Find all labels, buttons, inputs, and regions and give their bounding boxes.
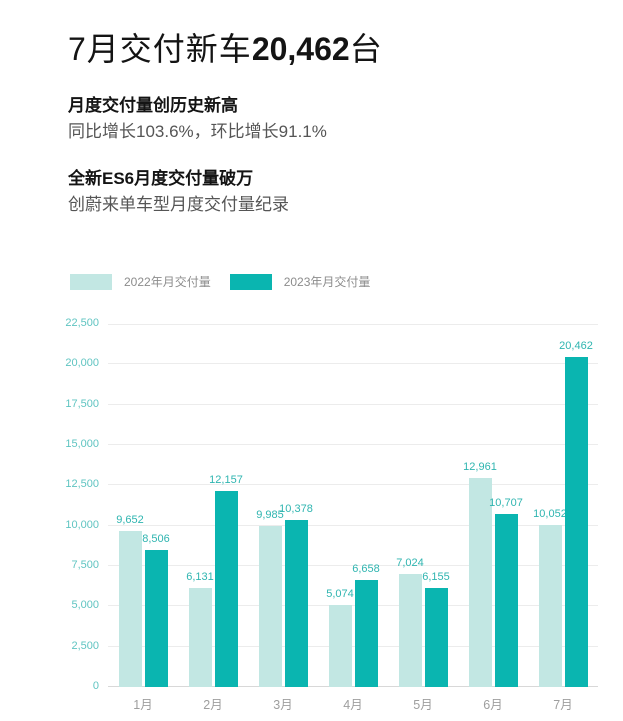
x-axis-label-3月: 3月: [273, 698, 293, 712]
bar-2023年月交付量-4月: 6,658: [352, 563, 380, 687]
bar-2022年月交付量-7月: 10,052: [533, 508, 567, 687]
highlight-heading-record: 月度交付量创历史新高: [68, 96, 238, 115]
gridline-20,000: [108, 363, 598, 365]
y-axis-label-7,500: 7,500: [71, 559, 99, 571]
bar-value-label-5月-2023年月交付量: 6,155: [422, 570, 450, 583]
gridline-2,500: [108, 645, 598, 647]
gridline-12,500: [108, 484, 598, 486]
y-axis-label-0: 0: [92, 680, 99, 692]
bar-value-label-7月-2022年月交付量: 10,052: [533, 507, 567, 520]
highlight-body-growth: 同比增长103.6%，环比增长91.1%: [68, 122, 327, 141]
highlight-body-es6-record: 创蔚来单车型月度交付量纪录: [68, 195, 289, 214]
bar-value-label-7月-2023年月交付量: 20,462: [559, 339, 593, 352]
legend-swatch-2023: [229, 273, 272, 290]
month-group-4月: 5,074 6,658 4月: [318, 324, 388, 712]
y-axis-label-22,500: 22,500: [65, 317, 99, 329]
month-group-5月: 7,024 6,155 5月: [388, 324, 458, 712]
legend: 2022年月交付量 2023年月交付量: [70, 273, 370, 290]
delivery-bar-chart: 9,652 8,506 1月 6,131 12,157 2月 9,985 10,378 3月 5,…: [0, 317, 623, 721]
bar-value-label-4月-2022年月交付量: 5,074: [326, 588, 354, 601]
bar-value-label-6月-2022年月交付量: 12,961: [463, 460, 497, 473]
legend-label-2023: 2023年月交付量: [283, 275, 371, 289]
x-axis-label-6月: 6月: [483, 698, 503, 712]
page-title-suffix: 台: [349, 31, 383, 67]
bar-value-label-6月-2023年月交付量: 10,707: [489, 497, 523, 510]
bar-2022年月交付量-6月: 12,961: [463, 461, 497, 687]
gridline-22,500: [108, 324, 598, 325]
y-axis-label-20,000: 20,000: [65, 357, 99, 370]
gridline-15,000: [108, 444, 598, 445]
page-title-prefix: 7月交付新车: [68, 31, 252, 67]
bar-2023年月交付量-5月: 6,155: [422, 571, 450, 687]
month-group-6月: 12,961 10,707 6月: [458, 324, 528, 712]
highlight-heading-es6: 全新ES6月度交付量破万: [68, 169, 254, 188]
y-axis-label-17,500: 17,500: [65, 397, 99, 410]
y-axis-label-15,000: 15,000: [65, 438, 99, 450]
bar-2022年月交付量-3月: 9,985: [256, 509, 284, 687]
y-axis-label-2,500: 2,500: [71, 639, 99, 652]
y-axis-label-10,000: 10,000: [65, 518, 99, 531]
bar-value-label-3月-2023年月交付量: 10,378: [279, 502, 313, 515]
bar-value-label-3月-2022年月交付量: 9,985: [256, 508, 284, 521]
plot-area: 9,652 8,506 1月 6,131 12,157 2月 9,985 10,378 3月 5,…: [108, 324, 598, 712]
y-axis-label-12,500: 12,500: [65, 478, 99, 491]
bar-value-label-1月-2022年月交付量: 9,652: [116, 514, 144, 527]
bar-2022年月交付量-4月: 5,074: [326, 588, 354, 687]
legend-item-2022: 2022年月交付量: [70, 273, 211, 290]
bar-2023年月交付量-1月: 8,506: [142, 533, 170, 687]
gridline-5,000: [108, 605, 598, 607]
bar-2022年月交付量-2月: 6,131: [186, 571, 214, 687]
legend-item-2023: 2023年月交付量: [229, 273, 371, 290]
y-axis-label-5,000: 5,000: [71, 599, 99, 612]
bar-value-label-5月-2022年月交付量: 7,024: [396, 556, 424, 569]
month-group-3月: 9,985 10,378 3月: [248, 324, 318, 712]
x-axis-label-7月: 7月: [553, 698, 573, 712]
bar-value-label-2月-2022年月交付量: 6,131: [186, 571, 214, 584]
bar-2023年月交付量-3月: 10,378: [279, 503, 313, 687]
bar-value-label-2月-2023年月交付量: 12,157: [209, 473, 243, 486]
x-axis-label-2月: 2月: [203, 698, 223, 712]
bar-value-label-4月-2023年月交付量: 6,658: [352, 562, 380, 575]
month-group-7月: 10,052 20,462 7月: [528, 324, 598, 712]
legend-label-2022: 2022年月交付量: [124, 275, 211, 289]
page-title: 7月交付新车20,462台: [68, 24, 383, 70]
gridline-10,000: [108, 524, 598, 526]
x-axis-label-1月: 1月: [133, 698, 153, 712]
bar-2022年月交付量-5月: 7,024: [396, 557, 424, 687]
bar-2023年月交付量-7月: 20,462: [559, 340, 593, 687]
month-group-1月: 9,652 8,506 1月: [108, 324, 178, 712]
bar-value-label-1月-2023年月交付量: 8,506: [142, 532, 170, 545]
month-group-2月: 6,131 12,157 2月: [178, 324, 248, 712]
legend-swatch-2022: [70, 273, 112, 290]
gridline-17,500: [108, 403, 598, 405]
x-axis-label-5月: 5月: [413, 698, 433, 712]
gridline-7,500: [108, 565, 598, 566]
bar-2023年月交付量-2月: 12,157: [209, 474, 243, 687]
page-title-number: 20,462: [251, 31, 350, 67]
gridline-0: [108, 686, 598, 687]
bar-2022年月交付量-1月: 9,652: [116, 514, 144, 687]
bar-2023年月交付量-6月: 10,707: [489, 497, 523, 687]
x-axis-label-4月: 4月: [343, 698, 363, 712]
